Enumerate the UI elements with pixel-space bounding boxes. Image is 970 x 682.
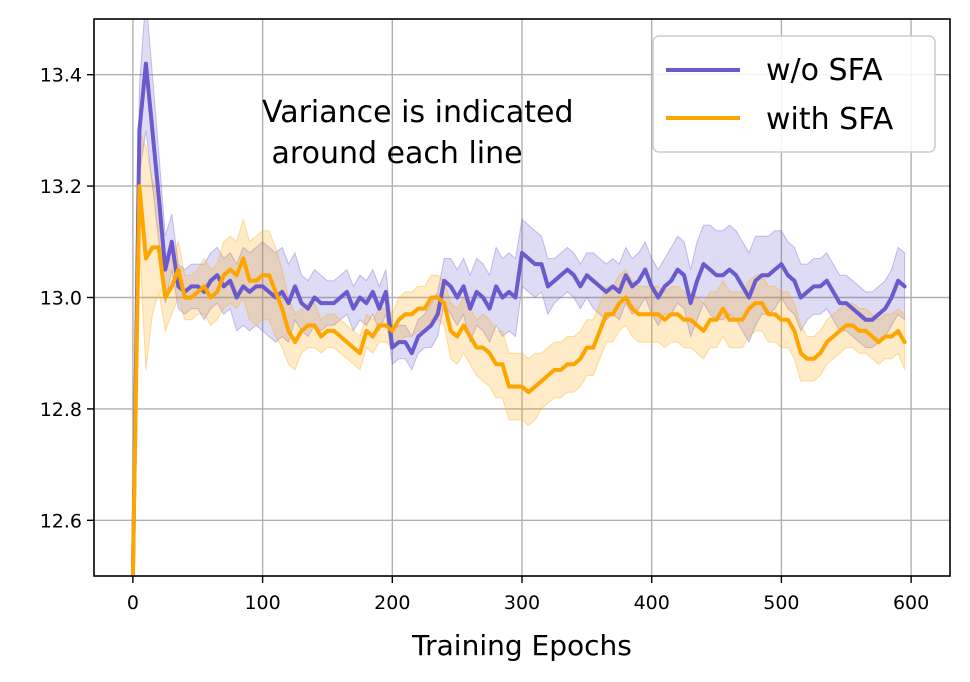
y-tick-label-12.8: 12.8	[40, 399, 82, 421]
annotation-line-2: around each line	[262, 136, 523, 171]
y-tick-label-13.2: 13.2	[40, 176, 82, 198]
y-tick-label-13.4: 13.4	[40, 65, 82, 87]
y-axis-ticks: 12.6 12.8 13.0 13.2 13.4	[40, 65, 94, 532]
x-axis-ticks: 0 100 200 300 400 500 600	[127, 576, 929, 614]
x-tick-label-600: 600	[893, 592, 929, 614]
series-lines	[130, 61, 907, 576]
legend-frame	[652, 35, 936, 153]
grid	[94, 19, 950, 576]
legend-label-wo-sfa: w/o SFA	[766, 53, 883, 88]
x-tick-label-0: 0	[127, 592, 139, 614]
y-tick-label-13: 13.0	[40, 288, 82, 310]
x-tick-label-500: 500	[763, 592, 799, 614]
series-line-with-sfa	[130, 184, 907, 576]
x-axis-title: Training Epochs	[411, 629, 632, 662]
x-tick-label-200: 200	[374, 592, 410, 614]
x-tick-label-300: 300	[504, 592, 540, 614]
x-tick-label-400: 400	[634, 592, 670, 614]
legend-label-with-sfa: with SFA	[766, 102, 894, 137]
legend: w/o SFA with SFA	[652, 35, 936, 153]
y-tick-label-12.6: 12.6	[40, 510, 82, 532]
x-tick-label-100: 100	[244, 592, 280, 614]
series-line-w-o-sfa	[130, 61, 907, 576]
annotation-line-1: Variance is indicated	[262, 95, 574, 130]
